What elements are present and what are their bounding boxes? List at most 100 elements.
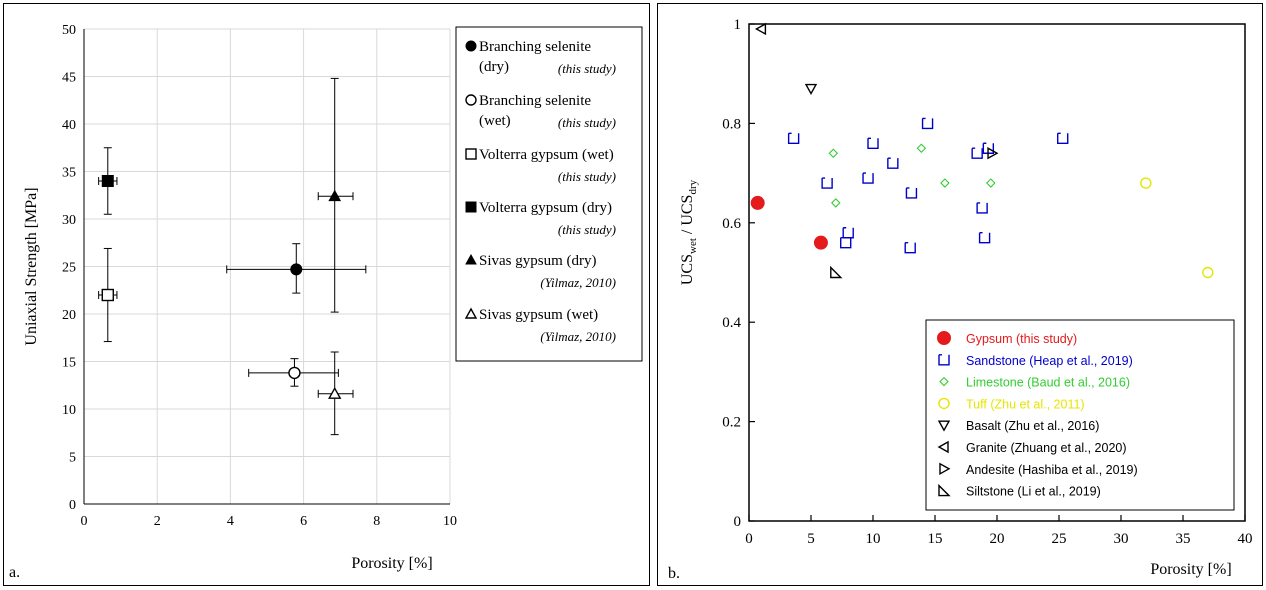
series-b-1 bbox=[787, 117, 1069, 254]
panel-b: 0 5 10 15 20 25 30 35 40 0 0.2 0.4 0.6 0.8 1 Porosity [… bbox=[657, 3, 1263, 586]
legend-entry: Andesite (Hashiba et al., 2019) bbox=[939, 462, 1138, 477]
panel-label-a: a. bbox=[9, 564, 20, 581]
y-axis-label: Uniaxial Strength [MPa] bbox=[23, 187, 40, 345]
legend-label: Tuff (Zhu et al., 2011) bbox=[966, 397, 1085, 411]
y-tick-label: 40 bbox=[62, 118, 76, 133]
data-point bbox=[976, 202, 988, 214]
x-tick-label: 8 bbox=[373, 514, 380, 529]
data-point bbox=[916, 143, 927, 154]
x-tick-label: 4 bbox=[227, 514, 234, 529]
legend-entry: Limestone (Baud et al., 2016) bbox=[939, 376, 1130, 390]
y-tick-label: 0.8 bbox=[722, 116, 741, 132]
y-tick-label: 0 bbox=[69, 498, 76, 513]
y-tick-label: 25 bbox=[62, 261, 76, 276]
y-tick-label: 10 bbox=[62, 403, 76, 418]
data-point bbox=[1202, 266, 1214, 279]
x-tick-label: 0 bbox=[745, 531, 753, 547]
legend-entry: Tuff (Zhu et al., 2011) bbox=[938, 397, 1085, 411]
data-point bbox=[101, 288, 114, 302]
data-point bbox=[940, 178, 950, 188]
x-tick-label: 10 bbox=[443, 514, 457, 529]
legend-label: Sivas gypsum (dry) bbox=[479, 253, 597, 269]
y-tick-label: 35 bbox=[62, 166, 76, 181]
series-a-3 bbox=[98, 147, 118, 215]
x-axis-label: Porosity [%] bbox=[351, 555, 432, 572]
legend-marker bbox=[937, 420, 951, 432]
data-point bbox=[813, 235, 828, 250]
legend-marker bbox=[937, 331, 951, 345]
data-point bbox=[840, 236, 852, 249]
legend-label: Volterra gypsum (dry) bbox=[479, 200, 612, 216]
legend-marker bbox=[464, 307, 478, 319]
legend-marker bbox=[465, 253, 477, 265]
data-point bbox=[290, 263, 303, 276]
legend-source: (Yilmaz, 2010) bbox=[540, 275, 616, 290]
legend-label-line2: (dry) bbox=[479, 59, 509, 75]
data-point bbox=[1140, 177, 1152, 189]
series-a-1 bbox=[248, 358, 339, 387]
y-tick-label: 0.2 bbox=[722, 415, 741, 431]
data-point bbox=[787, 132, 800, 145]
panel-label-b: b. bbox=[668, 565, 680, 582]
legend-a: Branching selenite(dry) (this study)Branc… bbox=[455, 26, 643, 362]
data-point bbox=[867, 137, 879, 149]
series-b-5 bbox=[754, 22, 767, 36]
x-tick-label: 0 bbox=[81, 514, 88, 529]
data-point bbox=[830, 265, 843, 279]
x-tick-label: 20 bbox=[990, 531, 1005, 547]
y-tick-label: 0.4 bbox=[722, 315, 741, 331]
legend-label: Siltstone (Li et al., 2019) bbox=[966, 485, 1101, 499]
legend-source: (this study) bbox=[558, 61, 616, 76]
data-point bbox=[804, 83, 818, 96]
series-a-2 bbox=[98, 247, 118, 343]
data-point bbox=[921, 117, 934, 130]
data-point bbox=[328, 189, 342, 202]
x-tick-label: 10 bbox=[866, 531, 881, 547]
legend-label: Sandstone (Heap et al., 2019) bbox=[966, 354, 1133, 368]
data-point bbox=[750, 195, 765, 210]
data-point bbox=[862, 172, 874, 184]
x-tick-label: 40 bbox=[1238, 531, 1253, 547]
data-point bbox=[828, 148, 839, 158]
data-point bbox=[328, 386, 342, 399]
legend-box bbox=[925, 319, 1235, 511]
series-b-4 bbox=[804, 83, 818, 96]
legend-entry: Sivas gypsum (dry) (Yilmaz, 2010) bbox=[465, 253, 616, 290]
legend-entry: Branching selenite (wet) (this study) bbox=[465, 93, 616, 130]
y-label-main: UCS bbox=[679, 254, 696, 285]
legend-entry: Branching selenite (dry) (this study) bbox=[465, 39, 616, 76]
legend-entry: Sandstone (Heap et al., 2019) bbox=[938, 354, 1133, 368]
legend-marker bbox=[938, 483, 951, 497]
x-tick-label: 5 bbox=[807, 531, 815, 547]
series-a-0 bbox=[226, 243, 367, 294]
x-tick-label: 25 bbox=[1052, 531, 1067, 547]
data-point bbox=[754, 22, 767, 36]
data-point bbox=[904, 241, 916, 254]
series-a-5 bbox=[317, 351, 354, 436]
y-tick-label: 1 bbox=[734, 17, 742, 33]
y-tick-label: 50 bbox=[62, 23, 76, 38]
y-tick-label: 15 bbox=[62, 356, 76, 371]
chart-a: 0 5 10 15 20 25 30 35 40 45 50 0 2 4 6 8 10 Porosity [%] U… bbox=[9, 23, 643, 581]
y-tick-label: 30 bbox=[62, 213, 76, 228]
data-point bbox=[987, 147, 999, 160]
grid-lines-a bbox=[83, 28, 451, 505]
y-tick-label: 0 bbox=[734, 514, 742, 530]
legend-entry: Volterra gypsum (wet) (this study) bbox=[465, 147, 616, 184]
legend-label: Gypsum (this study) bbox=[966, 332, 1077, 346]
panel-a: 0 5 10 15 20 25 30 35 40 45 50 0 2 4 6 8 10 Porosity [%] U… bbox=[3, 3, 650, 586]
y-label-mid: / UCS bbox=[679, 195, 696, 239]
data-point bbox=[101, 175, 114, 187]
y-label-subscript: wet bbox=[687, 238, 699, 254]
data-point bbox=[842, 227, 854, 239]
legend-marker bbox=[937, 440, 949, 454]
y-tick-label: 45 bbox=[62, 71, 76, 86]
x-tick-label: 30 bbox=[1114, 531, 1129, 547]
legend-label: Basalt (Zhu et al., 2016) bbox=[966, 419, 1099, 433]
legend-entry: Granite (Zhuang et al., 2020) bbox=[937, 440, 1127, 455]
legend-label: Branching selenite bbox=[479, 39, 591, 55]
legend-entry: Sivas gypsum (wet) (Yilmaz, 2010) bbox=[464, 307, 616, 344]
y-tick-label: 5 bbox=[69, 451, 76, 466]
y-label-subscript: dry bbox=[687, 179, 699, 194]
legend-entry: Basalt (Zhu et al., 2016) bbox=[937, 419, 1099, 433]
